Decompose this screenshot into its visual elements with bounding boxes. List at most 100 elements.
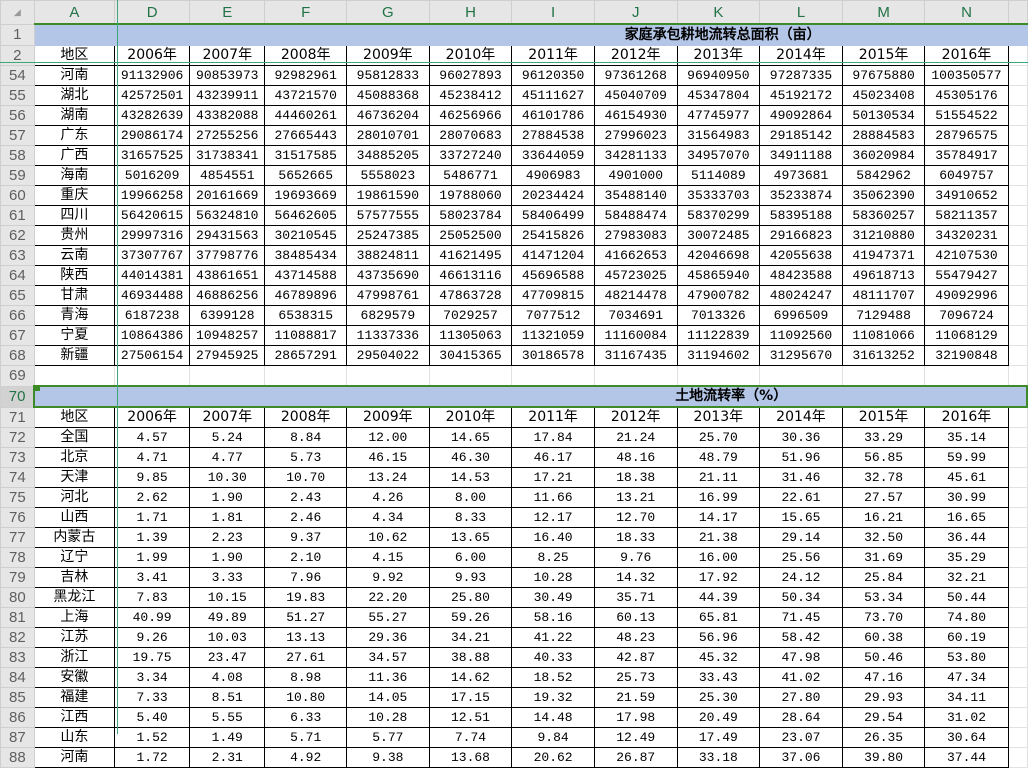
region-cell[interactable]: 甘肃 bbox=[33, 285, 116, 306]
region-cell[interactable]: 广西 bbox=[33, 145, 116, 166]
value-cell[interactable]: 14.17 bbox=[676, 507, 761, 528]
value-cell[interactable]: 28010701 bbox=[346, 125, 430, 146]
region-cell[interactable]: 上海 bbox=[33, 607, 116, 628]
value-cell[interactable]: 10.80 bbox=[264, 687, 348, 708]
value-cell[interactable]: 7096724 bbox=[924, 305, 1009, 326]
value-cell[interactable]: 34.21 bbox=[428, 627, 513, 648]
region-cell[interactable]: 浙江 bbox=[33, 647, 116, 668]
value-cell[interactable]: 11092560 bbox=[759, 325, 843, 346]
value-cell[interactable]: 29.36 bbox=[346, 627, 430, 648]
value-cell[interactable]: 21.38 bbox=[676, 527, 761, 548]
value-cell[interactable]: 10.28 bbox=[511, 567, 595, 588]
value-cell[interactable]: 6996509 bbox=[759, 305, 843, 326]
value-cell[interactable]: 31.69 bbox=[841, 547, 926, 568]
value-cell[interactable]: 49.89 bbox=[189, 607, 266, 628]
value-cell[interactable]: 31194602 bbox=[676, 345, 761, 366]
value-cell[interactable]: 2.10 bbox=[264, 547, 348, 568]
value-cell[interactable]: 5.40 bbox=[114, 707, 191, 728]
row-header[interactable]: 86 bbox=[0, 707, 35, 728]
value-cell[interactable]: 35.14 bbox=[924, 427, 1009, 448]
empty-cell[interactable] bbox=[1007, 527, 1028, 548]
year-column-header[interactable]: 2011年 bbox=[511, 45, 595, 66]
empty-cell[interactable] bbox=[924, 365, 1009, 387]
row-header[interactable]: 74 bbox=[0, 467, 35, 488]
empty-cell[interactable] bbox=[1007, 285, 1028, 306]
value-cell[interactable]: 9.85 bbox=[114, 467, 191, 488]
value-cell[interactable]: 27.80 bbox=[759, 687, 843, 708]
value-cell[interactable]: 39.80 bbox=[841, 747, 926, 768]
value-cell[interactable]: 1.39 bbox=[114, 527, 191, 548]
value-cell[interactable]: 49618713 bbox=[841, 265, 926, 286]
value-cell[interactable]: 32.78 bbox=[841, 467, 926, 488]
value-cell[interactable]: 47900782 bbox=[676, 285, 761, 306]
value-cell[interactable]: 17.21 bbox=[511, 467, 595, 488]
empty-cell[interactable] bbox=[1007, 105, 1028, 126]
value-cell[interactable]: 92982961 bbox=[264, 65, 348, 86]
region-cell[interactable]: 北京 bbox=[33, 447, 116, 468]
value-cell[interactable]: 28657291 bbox=[264, 345, 348, 366]
value-cell[interactable]: 51.27 bbox=[264, 607, 348, 628]
value-cell[interactable]: 44460261 bbox=[264, 105, 348, 126]
year-column-header[interactable]: 2015年 bbox=[841, 45, 926, 66]
value-cell[interactable]: 45696588 bbox=[511, 265, 595, 286]
value-cell[interactable]: 11081066 bbox=[841, 325, 926, 346]
value-cell[interactable]: 9.84 bbox=[511, 727, 595, 748]
value-cell[interactable]: 56462605 bbox=[264, 205, 348, 226]
value-cell[interactable]: 10864386 bbox=[114, 325, 191, 346]
region-cell[interactable]: 江西 bbox=[33, 707, 116, 728]
value-cell[interactable]: 16.99 bbox=[676, 487, 761, 508]
value-cell[interactable]: 4906983 bbox=[511, 165, 595, 186]
value-cell[interactable]: 34320231 bbox=[924, 225, 1009, 246]
value-cell[interactable]: 5.71 bbox=[264, 727, 348, 748]
empty-cell[interactable] bbox=[841, 365, 926, 387]
value-cell[interactable]: 17.49 bbox=[676, 727, 761, 748]
value-cell[interactable]: 34885205 bbox=[346, 145, 430, 166]
empty-cell[interactable] bbox=[1007, 165, 1028, 186]
value-cell[interactable]: 22.61 bbox=[759, 487, 843, 508]
value-cell[interactable]: 38824811 bbox=[346, 245, 430, 266]
value-cell[interactable]: 16.21 bbox=[841, 507, 926, 528]
column-header[interactable]: G bbox=[346, 0, 430, 25]
region-cell[interactable]: 江苏 bbox=[33, 627, 116, 648]
value-cell[interactable]: 27255256 bbox=[189, 125, 266, 146]
value-cell[interactable]: 41471204 bbox=[511, 245, 595, 266]
value-cell[interactable]: 31.46 bbox=[759, 467, 843, 488]
value-cell[interactable]: 4.15 bbox=[346, 547, 430, 568]
fill-handle[interactable] bbox=[35, 386, 40, 391]
value-cell[interactable]: 47709815 bbox=[511, 285, 595, 306]
row-header[interactable]: 72 bbox=[0, 427, 35, 448]
value-cell[interactable]: 3.41 bbox=[114, 567, 191, 588]
row-header[interactable]: 78 bbox=[0, 547, 35, 568]
empty-cell[interactable] bbox=[1007, 607, 1028, 628]
value-cell[interactable]: 42572501 bbox=[114, 85, 191, 106]
column-header[interactable]: F bbox=[264, 0, 348, 25]
value-cell[interactable]: 56420615 bbox=[114, 205, 191, 226]
value-cell[interactable]: 58395188 bbox=[759, 205, 843, 226]
row-header[interactable]: 66 bbox=[0, 305, 35, 326]
value-cell[interactable]: 14.65 bbox=[428, 427, 513, 448]
value-cell[interactable]: 35333703 bbox=[676, 185, 761, 206]
value-cell[interactable]: 1.71 bbox=[114, 507, 191, 528]
empty-cell[interactable] bbox=[1007, 305, 1028, 326]
value-cell[interactable]: 11305063 bbox=[428, 325, 513, 346]
value-cell[interactable]: 97361268 bbox=[593, 65, 678, 86]
value-cell[interactable]: 47.16 bbox=[841, 667, 926, 688]
empty-cell[interactable] bbox=[1007, 345, 1028, 366]
value-cell[interactable]: 35233874 bbox=[759, 185, 843, 206]
value-cell[interactable]: 28.64 bbox=[759, 707, 843, 728]
value-cell[interactable]: 51.96 bbox=[759, 447, 843, 468]
value-cell[interactable]: 13.65 bbox=[428, 527, 513, 548]
value-cell[interactable]: 7.33 bbox=[114, 687, 191, 708]
row-header[interactable]: 54 bbox=[0, 65, 35, 86]
value-cell[interactable]: 47745977 bbox=[676, 105, 761, 126]
value-cell[interactable]: 49092996 bbox=[924, 285, 1009, 306]
row-header[interactable]: 58 bbox=[0, 145, 35, 166]
region-cell[interactable]: 黑龙江 bbox=[33, 587, 116, 608]
row-header[interactable]: 77 bbox=[0, 527, 35, 548]
value-cell[interactable]: 19.83 bbox=[264, 587, 348, 608]
region-cell[interactable]: 重庆 bbox=[33, 185, 116, 206]
value-cell[interactable]: 30415365 bbox=[428, 345, 513, 366]
value-cell[interactable]: 30.49 bbox=[511, 587, 595, 608]
value-cell[interactable]: 58.42 bbox=[759, 627, 843, 648]
value-cell[interactable]: 37307767 bbox=[114, 245, 191, 266]
